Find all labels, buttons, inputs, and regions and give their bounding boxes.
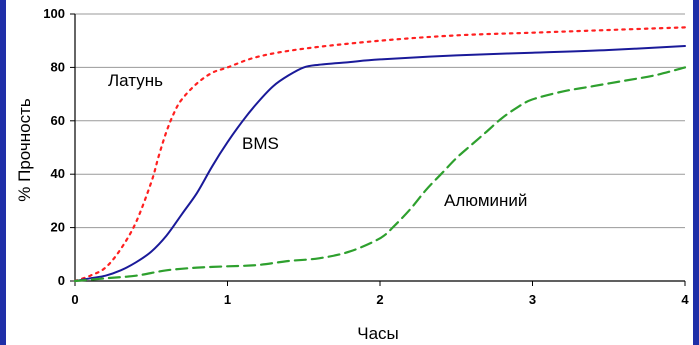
- series-label-aluminium: Алюминий: [444, 191, 527, 210]
- y-tick-label-80: 80: [51, 59, 65, 74]
- series-label-brass: Латунь: [108, 71, 163, 90]
- x-tick-label-3: 3: [529, 292, 536, 307]
- series-line-0: [73, 26, 687, 283]
- y-tick-label-0: 0: [58, 273, 65, 288]
- y-axis-title: % Прочность: [15, 98, 34, 202]
- series-line-1: [74, 45, 686, 282]
- x-tick-labels: 0 1 2 3 4: [71, 292, 689, 307]
- y-tick-labels: 0 20 40 60 80 100: [43, 6, 65, 288]
- series-line-2: [73, 66, 687, 283]
- gridlines: [75, 13, 685, 229]
- chart-panel: [6, 0, 693, 345]
- series-label-bms: BMS: [242, 134, 279, 153]
- axes: [70, 13, 686, 286]
- x-tick-label-0: 0: [71, 292, 78, 307]
- x-tick-label-4: 4: [681, 292, 689, 307]
- x-axis-title: Часы: [357, 324, 399, 343]
- y-tick-label-20: 20: [51, 220, 65, 235]
- y-tick-label-100: 100: [43, 6, 65, 21]
- y-tick-label-40: 40: [51, 166, 65, 181]
- series-lines: [73, 26, 687, 283]
- x-tick-label-1: 1: [224, 292, 231, 307]
- y-tick-label-60: 60: [51, 113, 65, 128]
- x-tick-label-2: 2: [376, 292, 383, 307]
